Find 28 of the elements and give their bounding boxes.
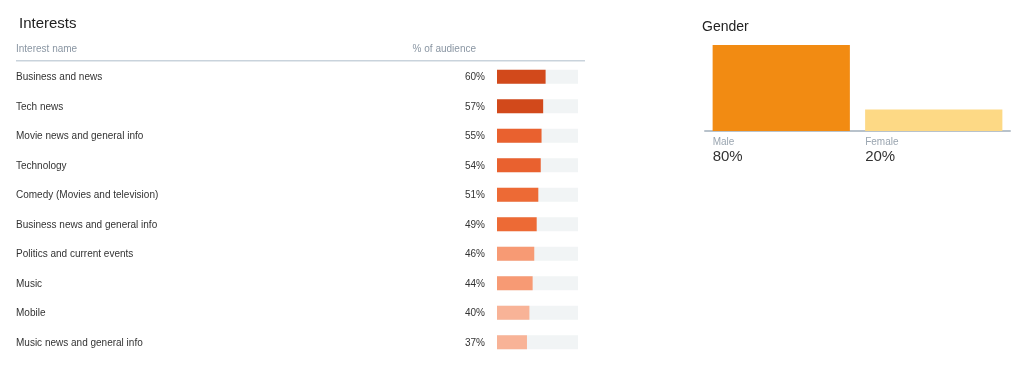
y-tick-label: Technology bbox=[16, 159, 67, 171]
data-label: 57% bbox=[464, 100, 486, 112]
y-tick-label: Tech news bbox=[16, 100, 64, 112]
category-label: Male bbox=[712, 135, 735, 147]
data-label: 44% bbox=[464, 277, 486, 289]
text: Interests bbox=[19, 14, 77, 31]
y-axis-title: Interest name bbox=[16, 42, 78, 54]
data-label: 51% bbox=[464, 189, 486, 201]
x-axis-title: % of audience bbox=[412, 42, 477, 54]
data-label: 49% bbox=[464, 218, 486, 230]
data-label: 55% bbox=[464, 130, 486, 142]
y-tick-label: Politics and current events bbox=[16, 248, 134, 260]
category-label: Female bbox=[865, 135, 899, 147]
data-label: 37% bbox=[464, 336, 486, 348]
y-tick-label: Business news and general info bbox=[16, 218, 158, 230]
y-tick-label: Music news and general info bbox=[16, 336, 144, 348]
data-label: 40% bbox=[464, 307, 486, 319]
y-tick-label: Business and news bbox=[16, 71, 103, 83]
data-label: 46% bbox=[464, 248, 486, 260]
data-label: 80% bbox=[712, 147, 743, 164]
y-tick-label: Movie news and general info bbox=[16, 130, 144, 142]
y-tick-label: Mobile bbox=[16, 307, 46, 319]
y-tick-label: Music bbox=[16, 277, 43, 289]
y-tick-label: Comedy (Movies and television) bbox=[16, 189, 159, 201]
data-label: 60% bbox=[464, 71, 486, 83]
data-label: 54% bbox=[464, 159, 486, 171]
data-label: 20% bbox=[865, 147, 896, 164]
chart-title: Gender bbox=[702, 18, 750, 34]
